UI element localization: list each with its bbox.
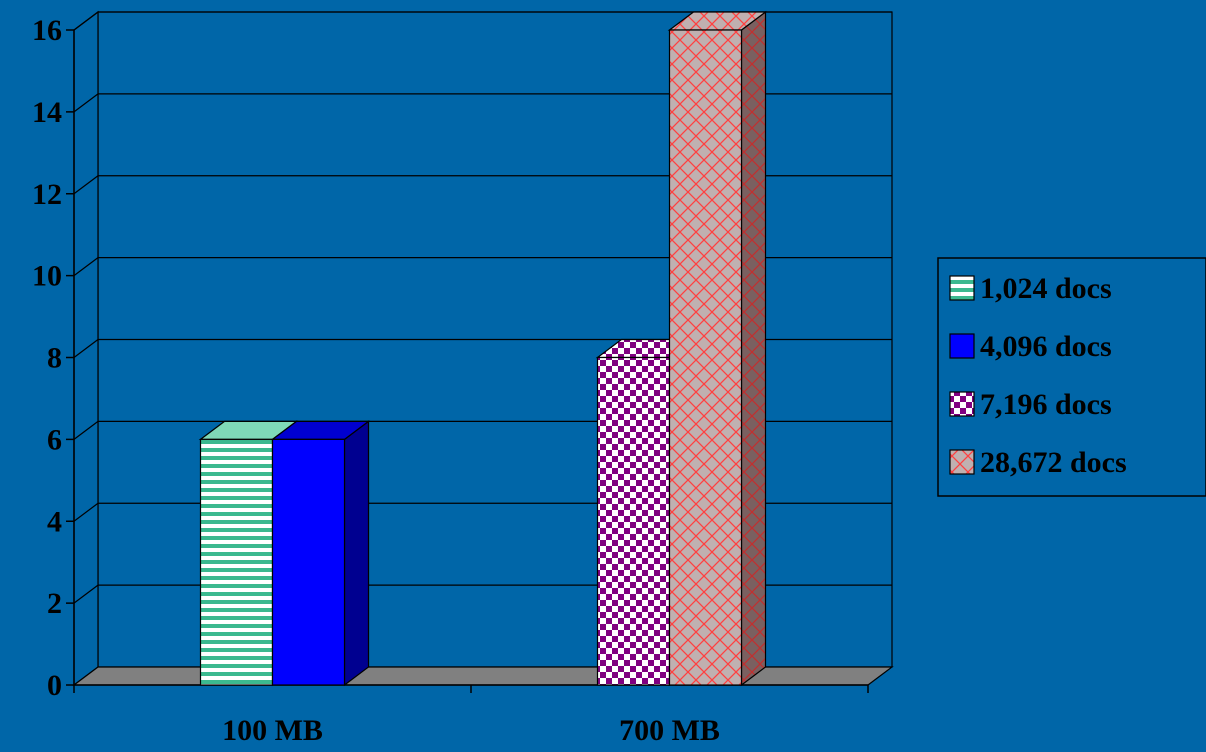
y-tick-label: 6 bbox=[47, 423, 62, 456]
bar-front bbox=[596, 356, 671, 686]
gridline-side bbox=[73, 584, 99, 604]
y-tick-label: 0 bbox=[47, 669, 62, 702]
gridline-side bbox=[73, 420, 99, 440]
y-tick-label: 16 bbox=[32, 14, 62, 47]
legend-item: 28,672 docs bbox=[949, 446, 1127, 479]
y-tick-label: 12 bbox=[32, 178, 62, 211]
legend-item: 4,096 docs bbox=[949, 330, 1112, 363]
y-tick-labels: 0 2 4 6 8 10 12 14 16 bbox=[32, 14, 62, 702]
bar-front bbox=[199, 438, 274, 686]
legend-label: 4,096 docs bbox=[980, 330, 1112, 363]
bar-4-096-docs-100-mb bbox=[270, 420, 371, 687]
floor bbox=[72, 666, 894, 686]
gridline-side bbox=[73, 502, 99, 522]
gridline-side bbox=[73, 339, 99, 358]
legend-swatch bbox=[949, 391, 975, 417]
legend-label: 1,024 docs bbox=[980, 272, 1112, 305]
x-category-label: 700 MB bbox=[619, 714, 720, 747]
bars bbox=[198, 10, 768, 687]
gridline-side bbox=[73, 175, 99, 195]
legend-label: 28,672 docs bbox=[980, 446, 1127, 479]
bar-28-672-docs-700-mb bbox=[667, 10, 768, 687]
gridline-side bbox=[73, 93, 99, 113]
gridline-side bbox=[73, 11, 99, 31]
legend: 1,024 docs 4,096 docs 7,196 docs 28,672 doc… bbox=[937, 257, 1206, 497]
y-tick-label: 8 bbox=[47, 342, 62, 375]
legend-item: 7,196 docs bbox=[949, 388, 1112, 421]
legend-label: 7,196 docs bbox=[980, 388, 1112, 421]
legend-swatch bbox=[949, 333, 975, 359]
gridline-side bbox=[73, 257, 99, 277]
bar-front bbox=[668, 29, 743, 686]
y-tick-label: 14 bbox=[32, 96, 62, 129]
legend-swatch bbox=[949, 449, 975, 475]
y-tick-label: 4 bbox=[47, 505, 62, 538]
x-category-labels: 100 MB 700 MB bbox=[222, 714, 720, 747]
legend-swatch bbox=[949, 275, 975, 301]
bar-side bbox=[343, 420, 370, 687]
bar-front bbox=[271, 438, 346, 686]
chart-walls bbox=[72, 10, 894, 687]
bar-side bbox=[740, 10, 767, 687]
x-category-label: 100 MB bbox=[222, 714, 323, 747]
y-tick-label: 2 bbox=[47, 587, 62, 620]
legend-box bbox=[937, 257, 1206, 497]
y-tick-label: 10 bbox=[32, 260, 62, 293]
legend-item: 1,024 docs bbox=[949, 272, 1112, 305]
